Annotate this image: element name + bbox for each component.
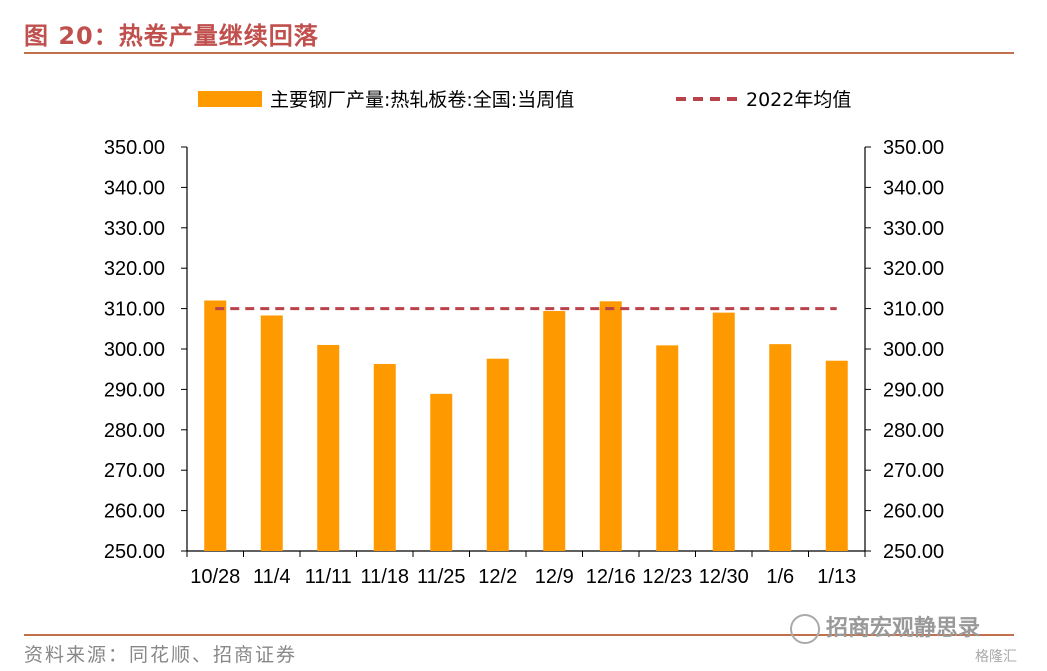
- x-tick-label: 1/6: [766, 566, 794, 588]
- x-tick-labels: 10/28 11/4 11/11 11/18 11/25 12/2 12/9 12/16 12/…: [190, 566, 856, 588]
- figure-title: 图 20：热卷产量继续回落: [24, 22, 319, 50]
- right-y-tick-label: 280.00: [883, 420, 944, 442]
- x-tick-label: 11/25: [417, 566, 466, 588]
- legend: 主要钢厂产量:热轧板卷:全国:当周值 2022年均值: [198, 89, 851, 111]
- left-y-tick-label: 330.00: [104, 218, 165, 240]
- watermark-secondary: 格隆汇: [975, 649, 1017, 665]
- axes: 250.00 250.00 260.00 260.00 270.00 270.00 280.…: [104, 137, 944, 563]
- right-y-tick-label: 330.00: [883, 218, 944, 240]
- bar: [825, 360, 848, 551]
- x-tick-label: 1/13: [817, 566, 856, 588]
- left-y-tick-label: 340.00: [104, 177, 165, 199]
- right-y-tick-label: 310.00: [883, 299, 944, 321]
- bar: [599, 301, 622, 551]
- watermark: 招商宏观静思录: [790, 610, 980, 644]
- bar: [656, 345, 679, 551]
- bar: [204, 300, 227, 551]
- right-y-tick-label: 260.00: [883, 501, 944, 523]
- x-tick-label: 11/4: [253, 566, 290, 588]
- source-note: 资料来源：同花顺、招商证券: [24, 644, 298, 666]
- title-rule: [24, 52, 1014, 54]
- x-tick-label: 12/23: [642, 566, 692, 588]
- x-tick-label: 10/28: [190, 566, 240, 588]
- right-y-tick-label: 250.00: [883, 541, 944, 563]
- legend-label-bar: 主要钢厂产量:热轧板卷:全国:当周值: [270, 89, 574, 111]
- left-y-tick-label: 270.00: [104, 460, 165, 482]
- left-y-tick-label: 260.00: [104, 501, 165, 523]
- bar: [486, 358, 509, 551]
- x-tick-label: 12/30: [699, 566, 749, 588]
- bar: [543, 311, 566, 551]
- right-y-tick-label: 350.00: [883, 137, 944, 159]
- wechat-icon: [790, 614, 820, 644]
- right-y-tick-label: 340.00: [883, 177, 944, 199]
- x-tick-label: 12/9: [535, 566, 574, 588]
- bar: [260, 315, 283, 551]
- right-y-tick-label: 270.00: [883, 460, 944, 482]
- left-y-tick-label: 290.00: [104, 379, 165, 401]
- x-tick-label: 12/16: [586, 566, 636, 588]
- left-y-tick-label: 280.00: [104, 420, 165, 442]
- right-y-tick-label: 300.00: [883, 339, 944, 361]
- watermark-text: 招商宏观静思录: [826, 616, 981, 641]
- bar: [712, 312, 735, 551]
- left-y-tick-label: 300.00: [104, 339, 165, 361]
- x-tick-label: 11/11: [305, 566, 352, 588]
- legend-swatch-bar: [198, 91, 262, 107]
- bars: [204, 300, 848, 551]
- source-rule: [24, 634, 1014, 636]
- right-y-tick-label: 320.00: [883, 258, 944, 280]
- left-y-tick-label: 310.00: [104, 299, 165, 321]
- legend-label-line: 2022年均值: [746, 89, 851, 111]
- left-y-tick-label: 320.00: [104, 258, 165, 280]
- left-y-tick-label: 350.00: [104, 137, 165, 159]
- bar: [373, 363, 396, 551]
- bar: [769, 344, 792, 551]
- bar: [430, 393, 453, 551]
- bar: [317, 344, 340, 551]
- right-y-tick-label: 290.00: [883, 379, 944, 401]
- x-tick-label: 12/2: [478, 566, 517, 588]
- left-y-tick-label: 250.00: [104, 541, 165, 563]
- x-tick-label: 11/18: [360, 566, 409, 588]
